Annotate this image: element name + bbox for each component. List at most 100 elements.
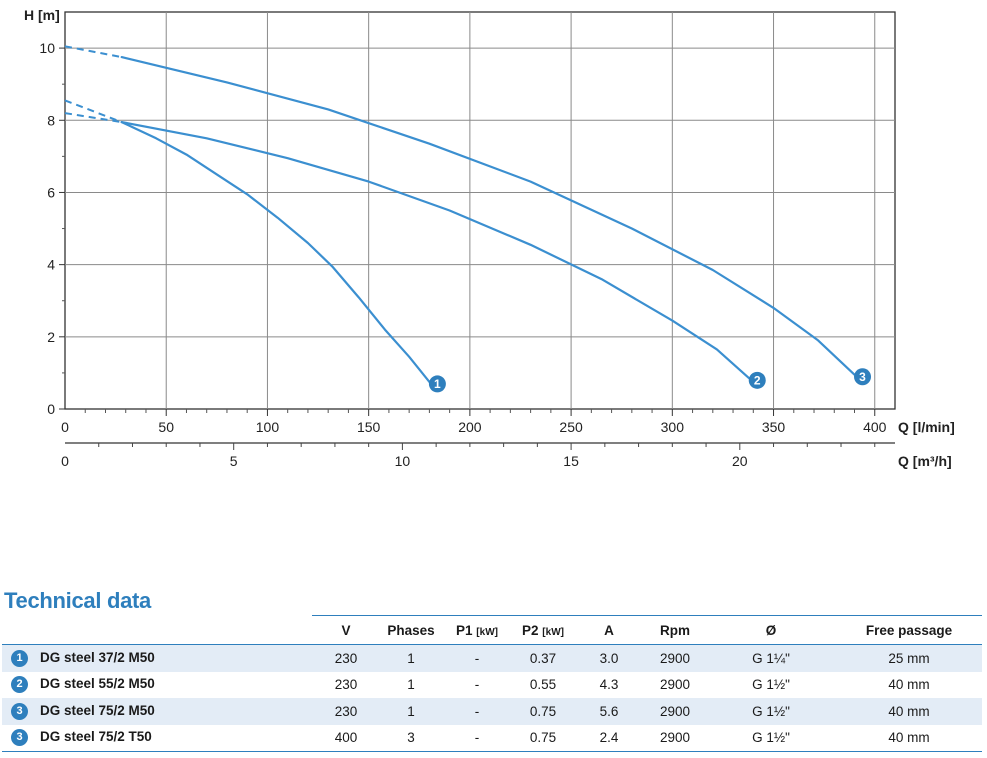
cell-free-passage: 40 mm (836, 724, 982, 752)
technical-data-title: Technical data (4, 588, 151, 613)
cell-diameter: G 1¼" (706, 644, 836, 672)
x-tick-label: 250 (559, 419, 583, 435)
header-voltage: V (312, 615, 380, 645)
model-name: DG steel 75/2 M50 (40, 702, 155, 718)
y-tick-label: 2 (47, 329, 55, 345)
model-name: DG steel 75/2 T50 (40, 729, 152, 745)
x-tick-label: 100 (256, 419, 280, 435)
cell-p1: - (442, 724, 512, 752)
header-rpm: Rpm (644, 615, 706, 645)
y-tick-label: 0 (47, 401, 55, 417)
curve-1-line (120, 121, 431, 383)
cell-diameter: G 1½" (706, 724, 836, 752)
cell-amps: 5.6 (574, 698, 644, 725)
cell-rpm: 2900 (644, 644, 706, 672)
header-model (2, 615, 312, 645)
x2-tick-label: 15 (563, 453, 579, 469)
cell-p2: 0.75 (512, 698, 574, 725)
curve-1-dashed-segment (64, 112, 122, 124)
header-free-passage: Free passage (836, 615, 982, 645)
curve-number-badge: 3 (11, 702, 28, 720)
header-amps: A (574, 615, 644, 645)
cell-rpm: 2900 (644, 698, 706, 725)
cell-voltage: 400 (312, 724, 380, 752)
y-tick-label: 8 (47, 112, 55, 128)
y-tick-label: 10 (39, 40, 55, 56)
curve-2-marker-label: 2 (754, 374, 761, 388)
x-tick-label: 400 (863, 419, 887, 435)
x2-tick-label: 10 (395, 453, 411, 469)
technical-data-table: V Phases P1 [kW] P2 [kW] A Rpm Ø Free pa… (2, 615, 982, 752)
header-p1: P1 [kW] (442, 615, 512, 645)
curve-1-marker (428, 375, 446, 393)
cell-free-passage: 40 mm (836, 698, 982, 725)
curve-number-badge: 3 (11, 729, 28, 747)
cell-p1: - (442, 644, 512, 672)
table-row: 3 DG steel 75/2 M50 230 1 - 0.75 5.6 2900… (2, 698, 982, 725)
cell-p1: - (442, 698, 512, 725)
x-tick-label: 350 (762, 419, 786, 435)
table-header-row: V Phases P1 [kW] P2 [kW] A Rpm Ø Free pa… (2, 615, 982, 645)
cell-free-passage: 40 mm (888, 677, 930, 693)
x-tick-label: 0 (61, 419, 69, 435)
curve-3-dashed-segment (64, 45, 122, 59)
x-tick-label: 300 (661, 419, 685, 435)
curve-2-marker (748, 371, 766, 389)
cell-amps: 2.4 (574, 724, 644, 752)
y-axis-label: H [m] (24, 7, 60, 23)
cell-p1: - (474, 677, 480, 693)
model-name: DG steel 55/2 M50 (40, 676, 155, 692)
cell-amps: 4.3 (599, 677, 619, 693)
cell-phases: 1 (380, 644, 442, 672)
header-p1-unit: [kW] (476, 626, 498, 638)
header-p2-label: P2 (522, 622, 539, 638)
cell-voltage: 230 (312, 698, 380, 725)
x-tick-label: 150 (357, 419, 381, 435)
cell-amps: 3.0 (574, 644, 644, 672)
plot-frame (64, 11, 896, 410)
cell-rpm: 2900 (659, 677, 691, 693)
table-row: 3 DG steel 75/2 T50 400 3 - 0.75 2.4 2900… (2, 724, 982, 752)
chart-grid (64, 11, 896, 410)
cell-diameter: G 1½" (752, 677, 790, 693)
cell-phases: 1 (407, 677, 415, 693)
x2-axis-label: Q [m³/h] (898, 453, 952, 469)
model-name: DG steel 37/2 M50 (40, 649, 155, 665)
table-row: 2 DG steel 55/2 M50 230 1 - 0.55 4.3 2900… (2, 672, 982, 699)
x2-tick-label: 5 (230, 453, 238, 469)
cell-rpm: 2900 (644, 724, 706, 752)
curve-2-dashed-segment (64, 99, 123, 124)
header-diameter: Ø (706, 615, 836, 645)
chart-curves: 1 2 3 (64, 45, 872, 393)
cell-p2: 0.75 (512, 724, 574, 752)
y-tick-label: 4 (47, 257, 55, 273)
header-phases: Phases (380, 615, 442, 645)
y-tick-label: 6 (47, 184, 55, 200)
x2-tick-label: 20 (732, 453, 748, 469)
x-tick-label: 200 (458, 419, 482, 435)
curve-3-line (120, 56, 856, 376)
header-p2-unit: [kW] (542, 626, 564, 638)
curve-number-badge: 1 (11, 649, 28, 667)
cell-p2: 0.37 (512, 644, 574, 672)
x-axis-label: Q [l/min] (898, 419, 955, 435)
header-p2: P2 [kW] (512, 615, 574, 645)
cell-voltage: 230 (312, 644, 380, 672)
cell-free-passage: 25 mm (836, 644, 982, 672)
curve-3-marker-label: 3 (859, 370, 866, 384)
curve-3-marker (854, 368, 872, 386)
cell-diameter: G 1½" (706, 698, 836, 725)
curve-2-line (120, 121, 751, 380)
cell-phases: 3 (380, 724, 442, 752)
table-row: 1 DG steel 37/2 M50 230 1 - 0.37 3.0 2900… (2, 644, 982, 672)
x-tick-label: 50 (158, 419, 174, 435)
x2-tick-label: 0 (61, 453, 69, 469)
header-p1-label: P1 (456, 622, 473, 638)
curve-number-badge: 2 (11, 676, 28, 694)
cell-p2: 0.55 (529, 677, 557, 693)
cell-phases: 1 (380, 698, 442, 725)
curve-1-marker-label: 1 (434, 377, 441, 391)
cell-voltage: 230 (334, 677, 358, 693)
